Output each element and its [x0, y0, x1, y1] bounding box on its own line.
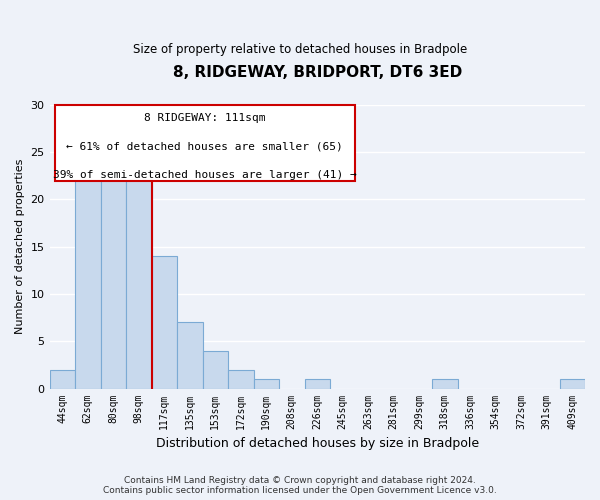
Bar: [152, 256, 177, 388]
X-axis label: Distribution of detached houses by size in Bradpole: Distribution of detached houses by size …: [156, 437, 479, 450]
Title: 8, RIDGEWAY, BRIDPORT, DT6 3ED: 8, RIDGEWAY, BRIDPORT, DT6 3ED: [173, 65, 462, 80]
Text: 8 RIDGEWAY: 111sqm: 8 RIDGEWAY: 111sqm: [144, 114, 266, 124]
Text: 39% of semi-detached houses are larger (41) →: 39% of semi-detached houses are larger (…: [53, 170, 356, 180]
Bar: [126, 171, 152, 388]
Y-axis label: Number of detached properties: Number of detached properties: [15, 159, 25, 334]
Text: ← 61% of detached houses are smaller (65): ← 61% of detached houses are smaller (65…: [67, 142, 343, 152]
Bar: [101, 152, 126, 388]
Text: Size of property relative to detached houses in Bradpole: Size of property relative to detached ho…: [133, 42, 467, 56]
FancyBboxPatch shape: [55, 105, 355, 182]
Bar: [254, 379, 279, 388]
Bar: [203, 350, 228, 389]
Text: Contains HM Land Registry data © Crown copyright and database right 2024.
Contai: Contains HM Land Registry data © Crown c…: [103, 476, 497, 495]
Bar: [560, 379, 585, 388]
Bar: [432, 379, 458, 388]
Bar: [305, 379, 330, 388]
Bar: [75, 152, 101, 388]
Bar: [228, 370, 254, 388]
Bar: [50, 370, 75, 388]
Bar: [177, 322, 203, 388]
